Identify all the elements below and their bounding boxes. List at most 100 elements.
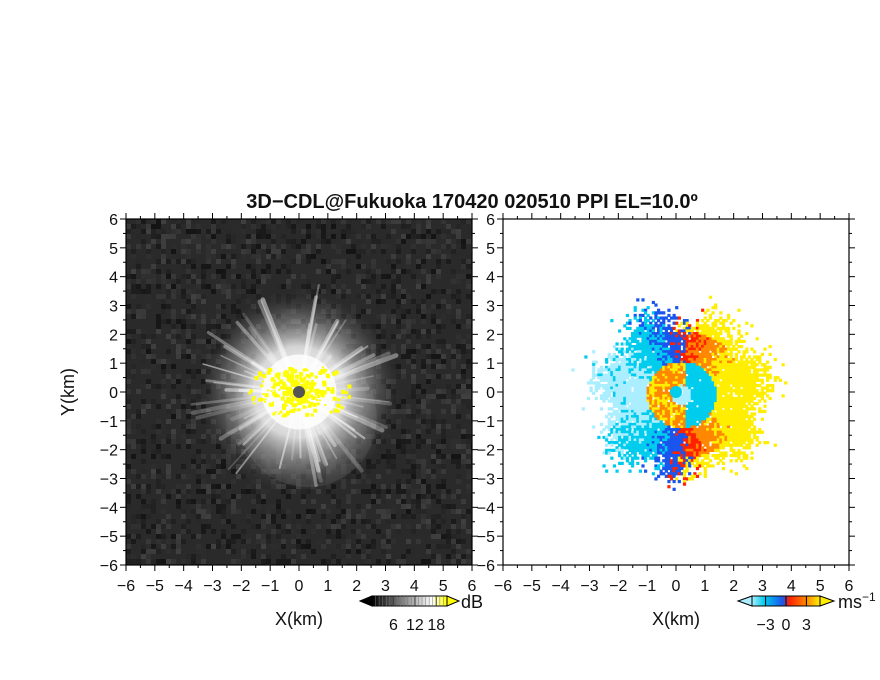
velocity-pixel bbox=[737, 407, 741, 411]
velocity-pixel bbox=[654, 355, 658, 359]
velocity-pixel bbox=[625, 394, 630, 398]
velocity-pixel bbox=[623, 378, 627, 382]
snr-noise-cell bbox=[426, 419, 431, 424]
velocity-pixel bbox=[659, 316, 663, 320]
velocity-pixel bbox=[680, 365, 684, 369]
velocity-pixel bbox=[628, 352, 632, 356]
snr-noise-cell bbox=[311, 529, 316, 534]
snr-noise-cell bbox=[381, 544, 386, 549]
snr-noise-cell bbox=[296, 559, 301, 564]
velocity-pixel bbox=[784, 381, 788, 385]
snr-saturated-pixel bbox=[307, 386, 310, 389]
velocity-pixel bbox=[701, 386, 705, 390]
snr-noise-cell bbox=[216, 229, 221, 234]
snr-noise-cell bbox=[336, 559, 341, 564]
snr-noise-cell bbox=[161, 424, 166, 429]
velocity-pixel bbox=[742, 350, 746, 354]
velocity-pixel bbox=[605, 383, 609, 388]
snr-saturated-pixel bbox=[293, 369, 298, 374]
velocity-pixel bbox=[592, 350, 596, 354]
snr-noise-cell bbox=[256, 539, 261, 544]
velocity-pixel bbox=[664, 373, 668, 377]
velocity-pixel bbox=[628, 409, 632, 414]
snr-noise-cell bbox=[176, 504, 181, 509]
velocity-pixel bbox=[631, 407, 635, 411]
velocity-pixel bbox=[721, 386, 726, 390]
snr-noise-cell bbox=[131, 354, 136, 359]
snr-noise-cell bbox=[301, 544, 306, 549]
velocity-pixel bbox=[685, 399, 689, 403]
velocity-pixel bbox=[625, 357, 630, 362]
velocity-pixel bbox=[628, 319, 632, 323]
velocity-pixel bbox=[623, 409, 627, 414]
velocity-pixel bbox=[651, 311, 655, 315]
velocity-pixel bbox=[618, 368, 622, 372]
velocity-pixel bbox=[727, 381, 731, 385]
snr-noise-cell bbox=[456, 344, 461, 349]
snr-noise-cell bbox=[461, 324, 466, 329]
snr-noise-cell bbox=[376, 529, 381, 534]
snr-noise-cell bbox=[146, 484, 151, 489]
velocity-pixel bbox=[628, 396, 632, 401]
velocity-pixel bbox=[643, 389, 648, 393]
snr-noise-cell bbox=[141, 544, 146, 549]
snr-noise-cell bbox=[446, 384, 451, 389]
velocity-pixel bbox=[742, 373, 746, 377]
velocity-pixel bbox=[721, 326, 726, 331]
snr-noise-cell bbox=[206, 489, 211, 494]
snr-noise-cell bbox=[456, 334, 461, 339]
velocity-pixel bbox=[737, 394, 741, 398]
snr-noise-cell bbox=[446, 374, 451, 379]
velocity-pixel bbox=[656, 360, 661, 364]
snr-noise-cell bbox=[276, 269, 281, 274]
snr-noise-cell bbox=[386, 519, 391, 524]
snr-noise-cell bbox=[241, 544, 246, 549]
snr-saturated-pixel bbox=[332, 396, 337, 401]
velocity-pixel bbox=[656, 352, 661, 356]
velocity-pixel bbox=[745, 389, 749, 393]
snr-noise-cell bbox=[186, 339, 191, 344]
velocity-pixel bbox=[737, 389, 741, 393]
snr-saturated-pixel bbox=[329, 410, 333, 414]
velocity-pixel bbox=[680, 376, 684, 380]
velocity-pixel bbox=[605, 386, 609, 390]
snr-saturated-pixel bbox=[291, 395, 295, 399]
velocity-pixel bbox=[669, 383, 674, 388]
snr-noise-cell bbox=[251, 274, 256, 279]
snr-noise-cell bbox=[371, 294, 376, 299]
snr-noise-cell bbox=[441, 504, 446, 509]
snr-noise-cell bbox=[416, 249, 421, 254]
snr-noise-cell bbox=[406, 309, 411, 314]
snr-noise-cell bbox=[391, 274, 396, 279]
velocity-pixel bbox=[675, 332, 679, 336]
velocity-pixel bbox=[659, 337, 663, 341]
velocity-pixel bbox=[633, 370, 637, 375]
snr-noise-cell bbox=[141, 524, 146, 529]
velocity-pixel bbox=[732, 376, 736, 380]
snr-noise-cell bbox=[431, 519, 436, 524]
snr-noise-cell bbox=[451, 494, 456, 499]
snr-saturated-pixel bbox=[308, 390, 312, 394]
velocity-pixel bbox=[631, 350, 635, 354]
velocity-pixel bbox=[734, 396, 739, 401]
snr-noise-cell bbox=[441, 344, 446, 349]
velocity-pixel bbox=[727, 342, 731, 346]
velocity-pixel bbox=[688, 386, 692, 390]
velocity-pixel bbox=[659, 376, 663, 380]
snr-noise-cell bbox=[241, 289, 246, 294]
snr-noise-cell bbox=[316, 524, 321, 529]
velocity-pixel bbox=[643, 357, 648, 362]
snr-saturated-pixel bbox=[310, 379, 314, 383]
snr-noise-cell bbox=[186, 424, 191, 429]
velocity-pixel bbox=[618, 383, 622, 388]
velocity-pixel bbox=[615, 368, 619, 372]
velocity-pixel bbox=[724, 326, 728, 331]
velocity-pixel bbox=[656, 319, 661, 323]
velocity-pixel bbox=[693, 339, 697, 344]
velocity-pixel bbox=[680, 350, 684, 354]
snr-saturated-pixel bbox=[314, 388, 319, 393]
snr-noise-cell bbox=[411, 389, 416, 394]
snr-noise-cell bbox=[381, 284, 386, 289]
snr-noise-cell bbox=[396, 299, 401, 304]
velocity-pixel bbox=[719, 332, 723, 336]
